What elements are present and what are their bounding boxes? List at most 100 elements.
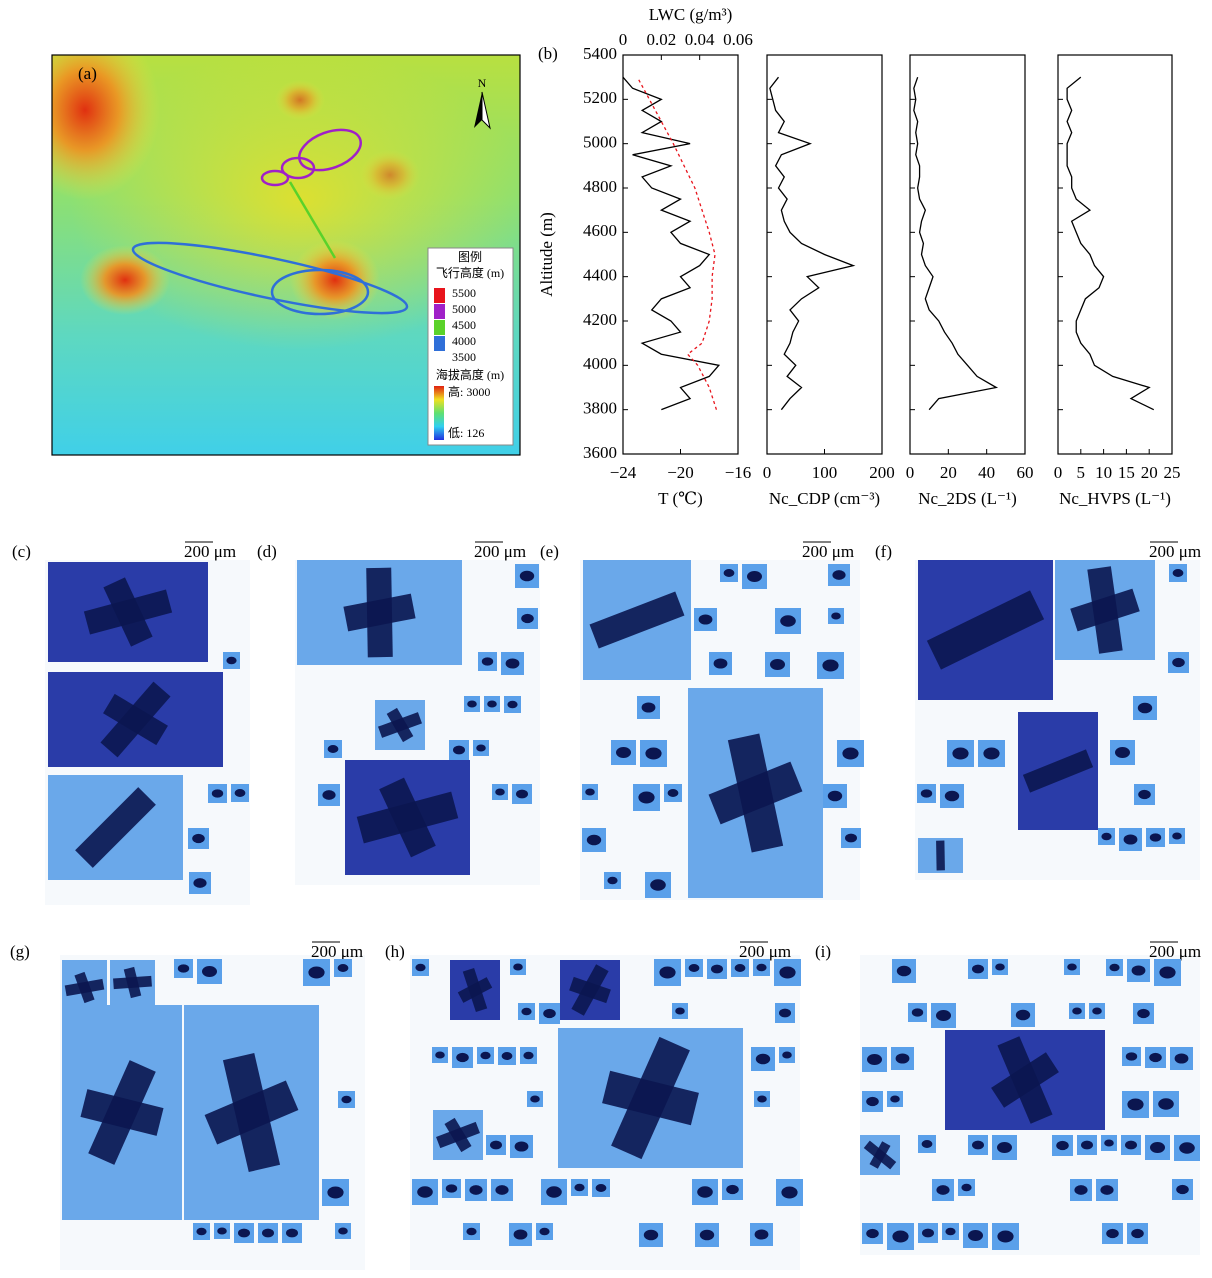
ice-particle: [711, 965, 723, 974]
ice-particle: [1173, 569, 1184, 577]
y-tick-label: 4200: [583, 310, 617, 329]
ice-particle: [912, 1008, 923, 1016]
panel-label: (d): [257, 542, 277, 561]
ice-particle: [521, 614, 534, 623]
profile-line: [623, 77, 719, 410]
ice-particle: [866, 1229, 879, 1238]
ice-particle: [1159, 967, 1175, 979]
ice-particle: [890, 1095, 900, 1102]
plot-frame: [910, 55, 1025, 454]
ice-particle: [714, 658, 728, 668]
ice-particle: [1081, 1141, 1093, 1150]
panel-label: (h): [385, 942, 405, 961]
ice-particle: [1127, 1099, 1143, 1111]
ice-particle: [1101, 833, 1111, 840]
ice-particle: [513, 963, 523, 970]
ice-particle: [202, 966, 217, 977]
ice-particle: [650, 879, 666, 890]
x-axis-label: Nc_HVPS (L⁻¹): [1059, 489, 1171, 508]
x-tick-label: 0: [1054, 463, 1063, 482]
x2-tick-label: 0: [619, 30, 628, 49]
ice-particle: [467, 700, 477, 707]
ice-particle: [770, 659, 785, 670]
ice-particle: [507, 701, 517, 708]
x-tick-label: −20: [667, 463, 694, 482]
ice-particle: [735, 964, 746, 972]
ice-particle: [866, 1097, 879, 1106]
ice-particle: [178, 964, 189, 972]
ice-particle: [896, 1053, 910, 1063]
ice-particle: [659, 967, 675, 979]
scale-bar-label: 200 μm: [1149, 542, 1201, 561]
x-tick-label: 100: [812, 463, 838, 482]
x-tick-label: 20: [1141, 463, 1158, 482]
x-axis-label: T (℃): [658, 489, 703, 508]
ice-particle: [936, 1185, 949, 1195]
ice-particle: [596, 1184, 607, 1192]
y-tick-label: 5400: [583, 44, 617, 63]
panel-label: (b): [538, 44, 558, 63]
ice-particle: [1176, 1185, 1189, 1194]
y-tick-label: 4800: [583, 177, 617, 196]
scale-bar-label: 200 μm: [311, 942, 363, 961]
legend-label: 4000: [452, 334, 476, 348]
ice-particle: [1092, 1007, 1102, 1014]
scale-bar-label: 200 μm: [739, 942, 791, 961]
ice-particle: [515, 1141, 529, 1151]
y-tick-label: 4400: [583, 266, 617, 285]
x-tick-label: −16: [725, 463, 752, 482]
ice-particle: [828, 791, 842, 802]
ice-particle: [1124, 834, 1138, 844]
ice-particle: [1149, 1053, 1162, 1062]
ice-particle: [1056, 1141, 1069, 1150]
x-tick-label: 40: [978, 463, 995, 482]
ice-particle: [514, 1229, 528, 1239]
ice-particle: [897, 966, 911, 977]
ice-particle: [212, 789, 223, 797]
ice-particle: [1172, 658, 1185, 667]
ice-particle: [1172, 832, 1182, 839]
x-tick-label: 0: [906, 463, 915, 482]
ice-particle: [755, 1229, 769, 1239]
legend-swatch: [434, 288, 445, 303]
ice-particle: [972, 1141, 984, 1150]
ice-particle: [922, 1229, 934, 1238]
ice-particle: [338, 964, 349, 972]
panel-label: (e): [540, 542, 559, 561]
ice-particle: [482, 657, 493, 665]
ice-particle: [495, 788, 505, 795]
ice-particle: [1137, 1009, 1150, 1018]
ice-particle: [1104, 1139, 1114, 1146]
scale-bar-label: 200 μm: [474, 542, 526, 561]
terrain-peak: [10, 20, 160, 200]
ice-particle: [543, 1009, 556, 1018]
ice-particle: [587, 835, 601, 846]
ice-particle: [1175, 1053, 1189, 1063]
ice-particle: [480, 1052, 490, 1059]
ice-particle: [699, 614, 713, 624]
panel-label: (i): [815, 942, 831, 961]
legend-label: 5000: [452, 302, 476, 316]
ice-particle: [1150, 833, 1161, 841]
ice-particle: [1158, 1098, 1174, 1109]
ice-particle: [1150, 1142, 1165, 1153]
ice-particle: [286, 1229, 298, 1238]
legend-label: 3500: [452, 350, 476, 364]
ice-particle: [724, 569, 735, 577]
legend-subtitle: 海拔高度 (m): [436, 367, 504, 382]
ice-particle: [546, 1186, 562, 1197]
legend-title: 图例: [458, 250, 482, 264]
colorbar-label: 低: 126: [448, 426, 484, 440]
ice-particle: [997, 1142, 1012, 1153]
ice-particle: [831, 612, 841, 619]
x-tick-label: −24: [610, 463, 637, 482]
ice-particle: [417, 1186, 433, 1197]
profile-charts: 3600380040004200440046004800500052005400…: [537, 5, 1181, 508]
figure: (a) N 图例 飞行高度 (m) 海拔高度 (m) 高: 3000 低: 12…: [0, 0, 1212, 1278]
ice-particle: [607, 877, 617, 884]
ice-particle: [961, 1184, 971, 1191]
ice-particle: [1131, 1229, 1144, 1238]
ice-particle: [487, 700, 497, 707]
colorbar-label: 高: 3000: [448, 384, 490, 399]
ice-particle: [523, 1052, 533, 1059]
